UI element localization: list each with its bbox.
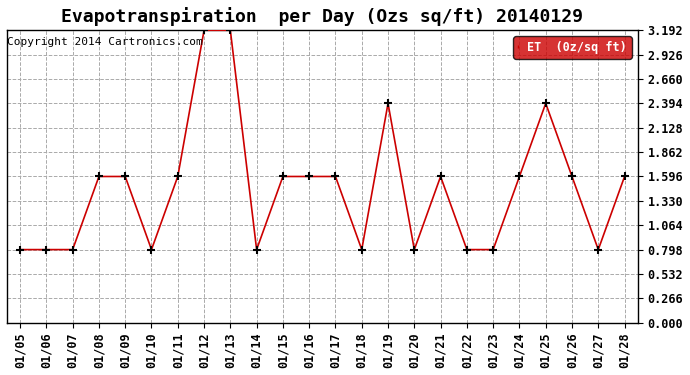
Legend: ET  (0z/sq ft): ET (0z/sq ft): [513, 36, 632, 58]
Title: Evapotranspiration  per Day (Ozs sq/ft) 20140129: Evapotranspiration per Day (Ozs sq/ft) 2…: [61, 7, 583, 26]
Text: Copyright 2014 Cartronics.com: Copyright 2014 Cartronics.com: [7, 37, 203, 47]
